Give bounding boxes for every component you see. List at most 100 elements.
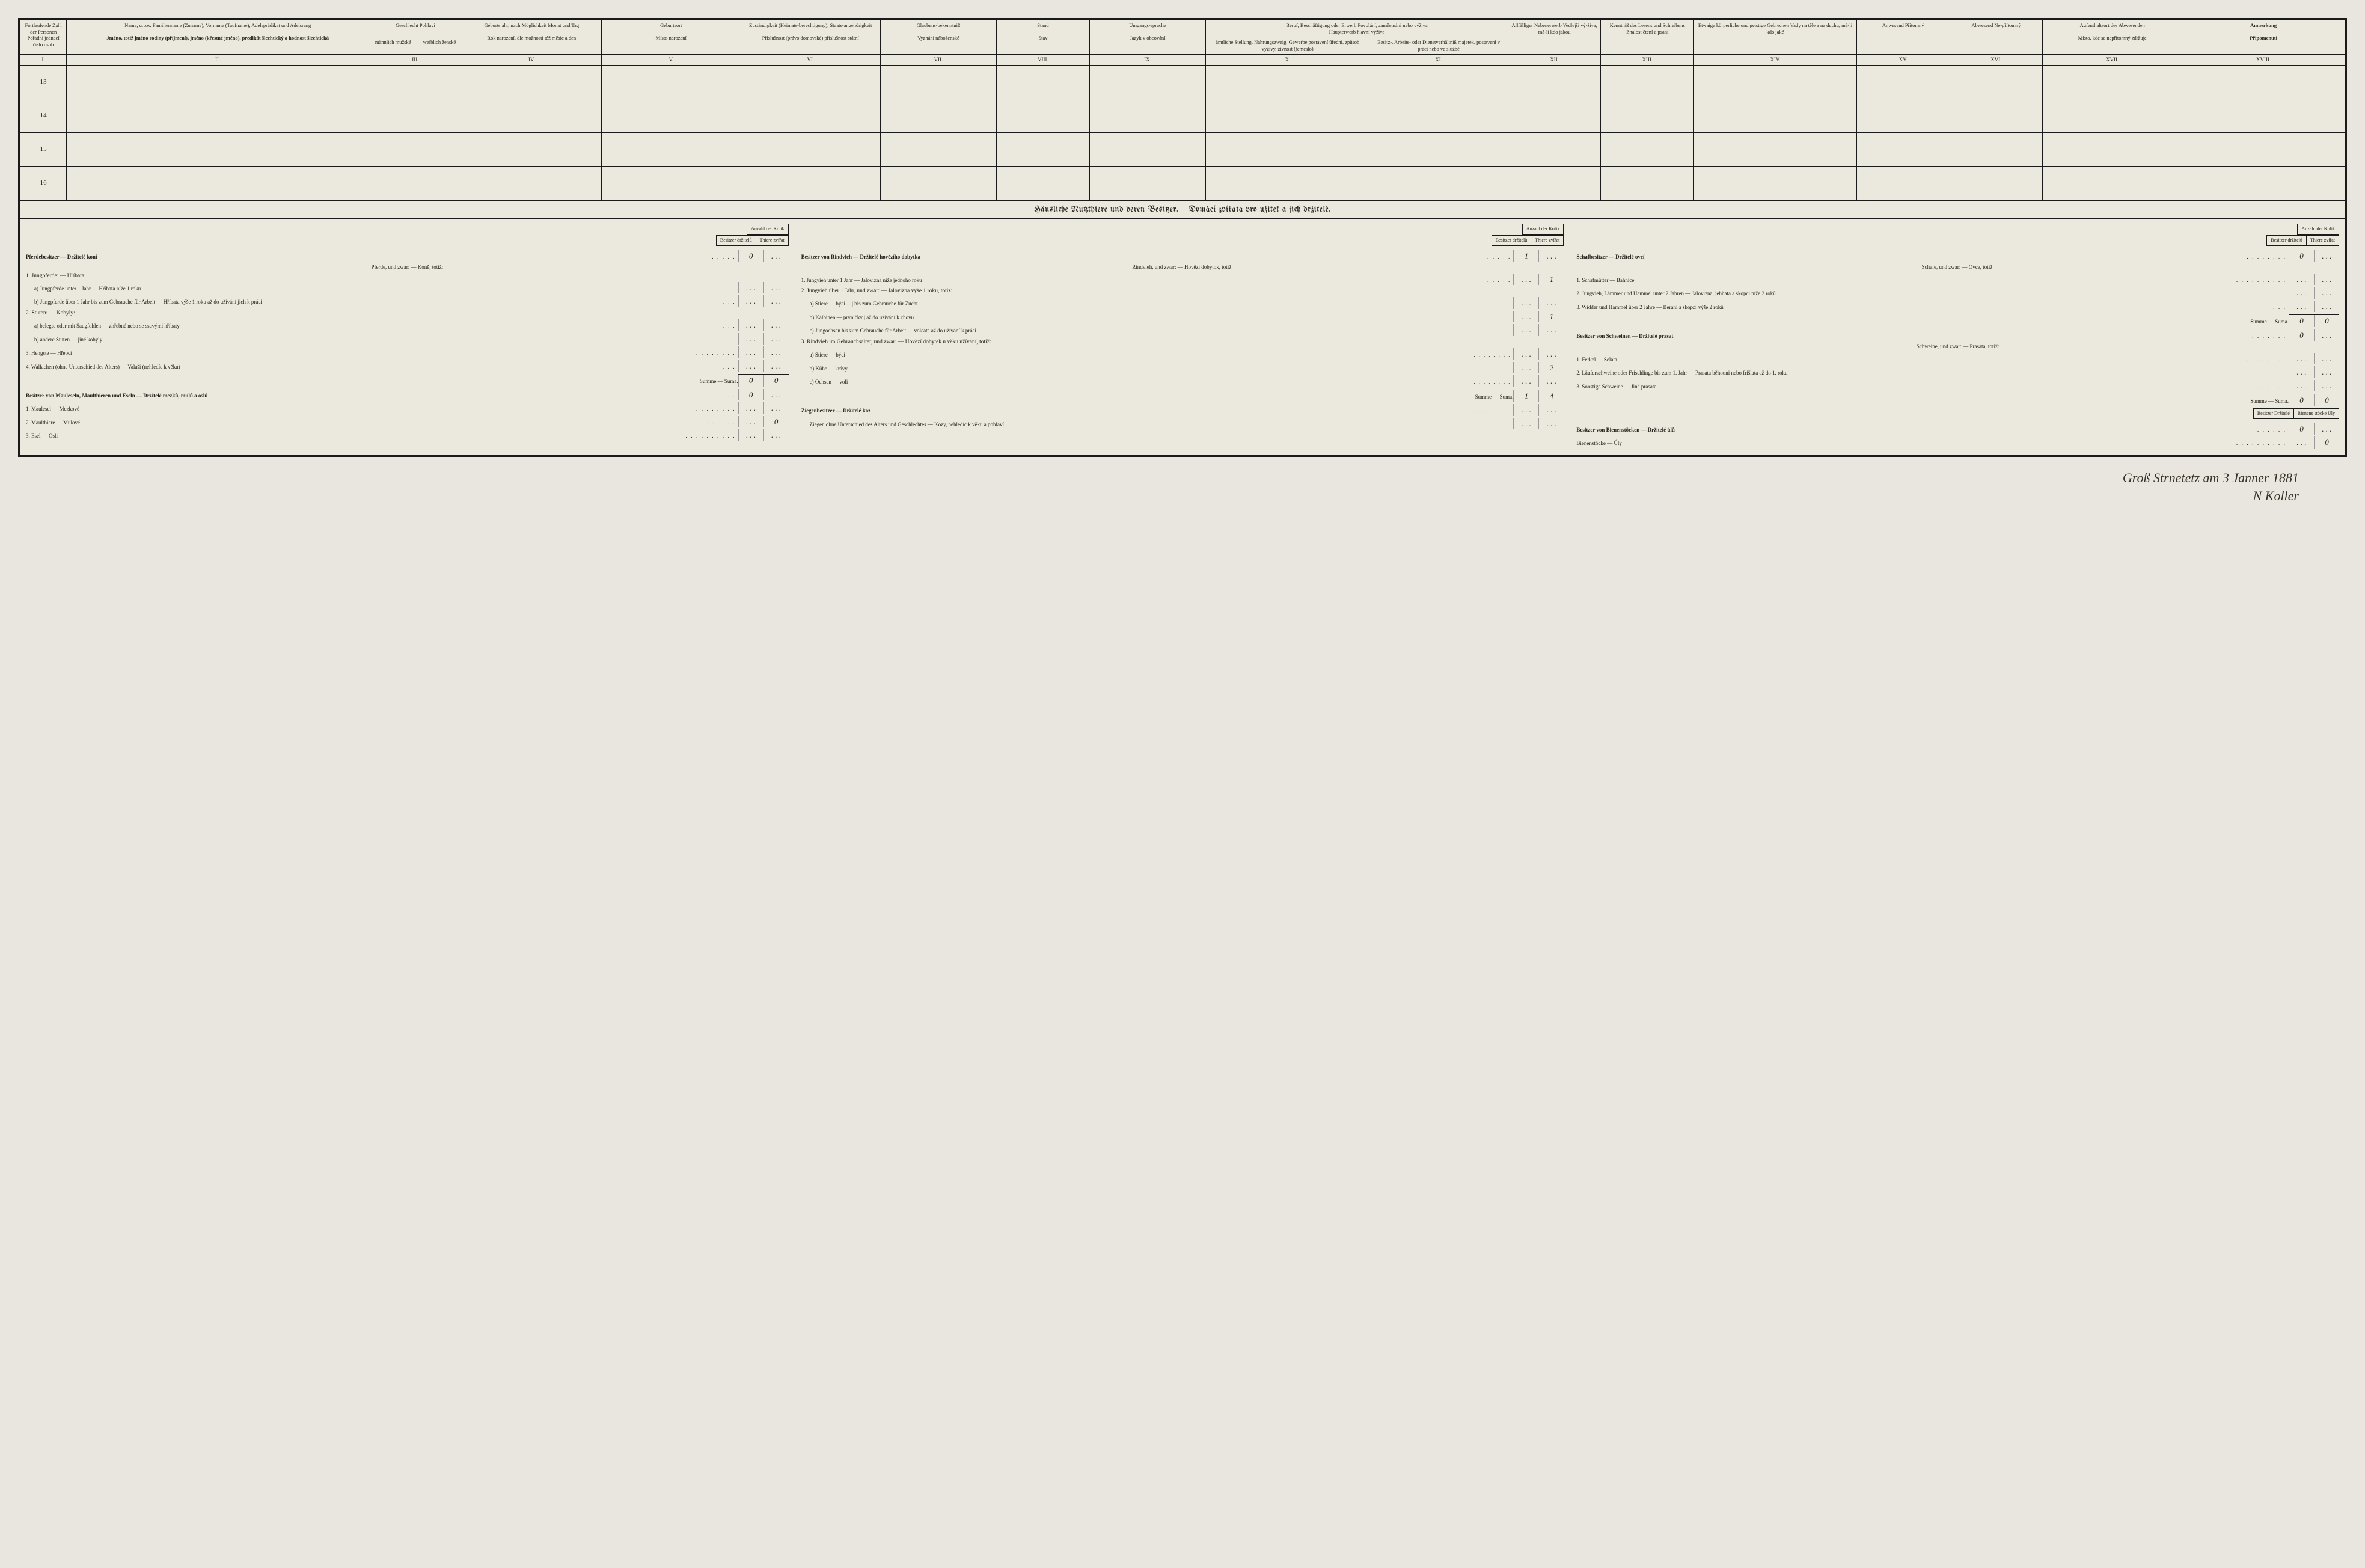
sl-a: 0 (738, 375, 763, 387)
young-horses: 1. Jungpferde: — Hříbata: (26, 272, 789, 280)
ub-v: 2 (1538, 362, 1564, 374)
row-num-14: 14 (20, 99, 67, 132)
young-over: 2. Jungvieh über 1 Jahr, und zwar: — Jal… (801, 287, 1564, 295)
hive-hdr2: Bienens stöcke Úly (2294, 409, 2339, 418)
pig-own-v: 0 (2289, 329, 2314, 341)
col16-top: Abwesend Ne-přítomný (1971, 22, 2021, 28)
cn-8: VIII. (997, 54, 1090, 65)
mules1: 1. Maulesel — Mezkové (26, 405, 694, 414)
col10-mid: Haupterwerb hlavní výživa (1329, 29, 1385, 35)
cn-3: III. (369, 54, 462, 65)
cattle-own-v: 1 (1513, 250, 1538, 262)
young-cattle: 1. Jungvieh unter 1 Jahr — Jalovizna níž… (801, 277, 1485, 285)
cn-17: XVII. (2043, 54, 2182, 65)
row-num-16: 16 (20, 166, 67, 200)
col7-top: Glaubens-bekenntniß (917, 22, 961, 28)
data-row-15: 15 (20, 132, 2345, 166)
yo-a: a) Stiere — býci . . | bis zum Gebrauche… (810, 300, 1514, 308)
cn-5: V. (601, 54, 741, 65)
sheep-own-v: 0 (2289, 250, 2314, 262)
sl-b: 0 (763, 375, 789, 387)
pig-owners: Besitzer von Schweinen — Držitelé prasat (1576, 332, 2250, 341)
sm-b: 4 (1538, 390, 1564, 402)
sp-b: 0 (2314, 394, 2339, 406)
cattle-column: Anzahl der Kolik Besitzer držitelů Thier… (795, 219, 1571, 455)
yo-b: b) Kalbinen — prvničky | až do užívání k… (810, 314, 1514, 322)
col7-bot: Vyznání náboženské (917, 35, 959, 41)
yob-v: 1 (1538, 311, 1564, 323)
data-row-13: 13 (20, 65, 2345, 99)
col13-top: Kenntniß des Lesens und Schreibens Znalo… (1610, 22, 1685, 35)
young-b: b) Jungpferde über 1 Jahr bis zum Gebrau… (34, 298, 721, 307)
use-age: 3. Rindvieh im Gebrauchsalter, und zwar:… (801, 338, 1564, 346)
summe-m: Summe — Suma. (801, 393, 1514, 402)
col4-bot: Rok narození, dle možnosti též měsíc a d… (487, 35, 576, 41)
cn-14: XIV. (1694, 54, 1857, 65)
use-c: c) Ochsen — voli (810, 378, 1472, 387)
cattle-owners: Besitzer von Rindvieh — Držitelé hovězíh… (801, 253, 1485, 262)
sheep-namely: Schafe, und zwar: — Ovce, totiž: (1576, 263, 2339, 272)
col3b: weiblich ženské (423, 39, 456, 45)
col9-bot: Jazyk v obcování (1130, 35, 1165, 41)
livestock-section: Anzahl der Kolik Besitzer držitelů Thier… (20, 218, 2345, 455)
rams: 3. Widder und Hammel über 2 Jahre — Bera… (1576, 304, 2271, 312)
mares: 2. Stuten: — Kobyly: (26, 309, 789, 317)
geldings: 4. Wallachen (ohne Unterschied des Alter… (26, 363, 720, 372)
donkeys: 3. Esel — Osli (26, 432, 684, 441)
summe-p: Summe — Suma. (1576, 397, 2289, 406)
col10-11-top: Beruf, Beschäftigung oder Erwerb Povolán… (1286, 22, 1427, 28)
mule-owners: Besitzer von Mauleseln, Maulthieren und … (26, 392, 720, 400)
col18-bot: Připomenutí (2250, 35, 2277, 41)
hives: Bienenstöcke — Úly (1576, 439, 2234, 448)
cn-16: XVI. (1950, 54, 2043, 65)
sm-a: 1 (1513, 390, 1538, 402)
cn-1: I. (20, 54, 67, 65)
col5-top: Geburtsort (660, 22, 682, 28)
cn-11: XI. (1369, 54, 1508, 65)
hive-hdr1: Besitzer Držitelé (2254, 409, 2294, 418)
col11-bot: Besitz-, Arbeits- oder Dienstverhältniß … (1377, 39, 1500, 52)
col9-top: Umgangs-sprache (1129, 22, 1166, 28)
runners: 2. Läuferschweine oder Frischlinge bis z… (1576, 369, 2289, 378)
col5-bot: Místo narození (656, 35, 687, 41)
horse-owners: Pferdebesitzer — Držitelé koní (26, 253, 709, 262)
col18-top: Anmerkung (2250, 22, 2277, 28)
row-num-13: 13 (20, 65, 67, 99)
cn-6: VI. (741, 54, 880, 65)
col2-top: Name, u. zw. Familienname (Zuname), Vorn… (124, 22, 311, 28)
signature-block: Groß Strnetetz am 3 Janner 1881 N Koller (18, 457, 2347, 524)
hives-v: 0 (2314, 436, 2339, 449)
sr-b: 0 (2314, 315, 2339, 327)
piglets: 1. Ferkel — Selata (1576, 356, 2234, 364)
horses-namely: Pferde, und zwar: — Koně, totiž: (26, 263, 789, 272)
cn-2: II. (67, 54, 369, 65)
col14-top: Etwaige körperliche und geistige Gebrech… (1698, 22, 1852, 35)
col17-top: Aufenthaltsort des Abwesenden (2080, 22, 2145, 28)
col6-bot: Příslušnost (právo domovské) příslušnost… (762, 35, 859, 41)
ch-owners: Besitzer držitelů (717, 236, 756, 245)
mares-b: b) andere Stuten — jiné kobyly (34, 336, 711, 345)
sp-a: 0 (2289, 394, 2314, 406)
sheep-owners: Schafbesitzer — Držitelé ovcí (1576, 253, 2244, 262)
yo-c: c) Jungochsen bis zum Gebrauche für Arbe… (810, 327, 1514, 335)
col17-bot: Místo, kde se nepřítomný zdržuje (2078, 35, 2147, 41)
other-pigs: 3. Sonstige Schweine — Jiná prasata (1576, 383, 2250, 391)
horse-own-v: 0 (738, 250, 763, 262)
cn-15: XV. (1856, 54, 1950, 65)
cn-4: IV. (462, 54, 601, 65)
cn-10: X. (1206, 54, 1369, 65)
signature-place-date: Groß Strnetetz am 3 Janner 1881 (18, 469, 2299, 488)
col4-top: Geburtsjahr, nach Möglichkeit Monat und … (484, 22, 579, 28)
bee-own-v: 0 (2289, 423, 2314, 435)
column-number-row: I. II. III. IV. V. VI. VII. VIII. IX. X.… (20, 54, 2345, 65)
pigs-namely: Schweine, und zwar: — Prasata, totiž: (1576, 343, 2339, 351)
goat-owners: Ziegenbesitzer — Držitelé koz (801, 407, 1469, 415)
cn-9: IX. (1089, 54, 1205, 65)
use-a: a) Stiere — býci (810, 351, 1472, 360)
ch-top: Anzahl der Kolik (747, 224, 788, 234)
sheep-pigs-column: Anzahl der Kolik Besitzer držitelů Thier… (1570, 219, 2345, 455)
census-header-table: Fortlaufende Zahl der Personen Pořadní j… (20, 20, 2345, 200)
summe-l: Summe — Suma. (26, 378, 738, 386)
ch-animals: Thiere zvířat (756, 236, 788, 245)
mules2-v: 0 (763, 416, 789, 428)
